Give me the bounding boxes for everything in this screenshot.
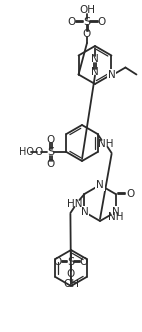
Text: NH: NH: [98, 139, 113, 149]
Text: O: O: [34, 147, 43, 157]
Text: OH: OH: [63, 279, 79, 289]
Text: O: O: [54, 257, 62, 267]
Text: N: N: [91, 54, 99, 64]
Text: HO: HO: [19, 147, 34, 157]
Text: O: O: [67, 269, 75, 279]
Text: O: O: [98, 17, 106, 27]
Text: O: O: [68, 17, 76, 27]
Text: O: O: [80, 257, 88, 267]
Text: O: O: [46, 159, 55, 169]
Text: HN: HN: [67, 199, 82, 209]
Text: N: N: [81, 207, 88, 217]
Text: N: N: [108, 69, 115, 79]
Text: N: N: [96, 180, 104, 190]
Text: N: N: [112, 207, 119, 217]
Text: O: O: [46, 135, 55, 145]
Text: NH: NH: [108, 211, 124, 221]
Text: S: S: [83, 17, 91, 27]
Text: O: O: [83, 29, 91, 39]
Text: N: N: [91, 67, 99, 77]
Text: OH: OH: [79, 5, 95, 15]
Text: O: O: [127, 189, 135, 199]
Text: S: S: [47, 147, 54, 157]
Text: S: S: [67, 257, 75, 267]
